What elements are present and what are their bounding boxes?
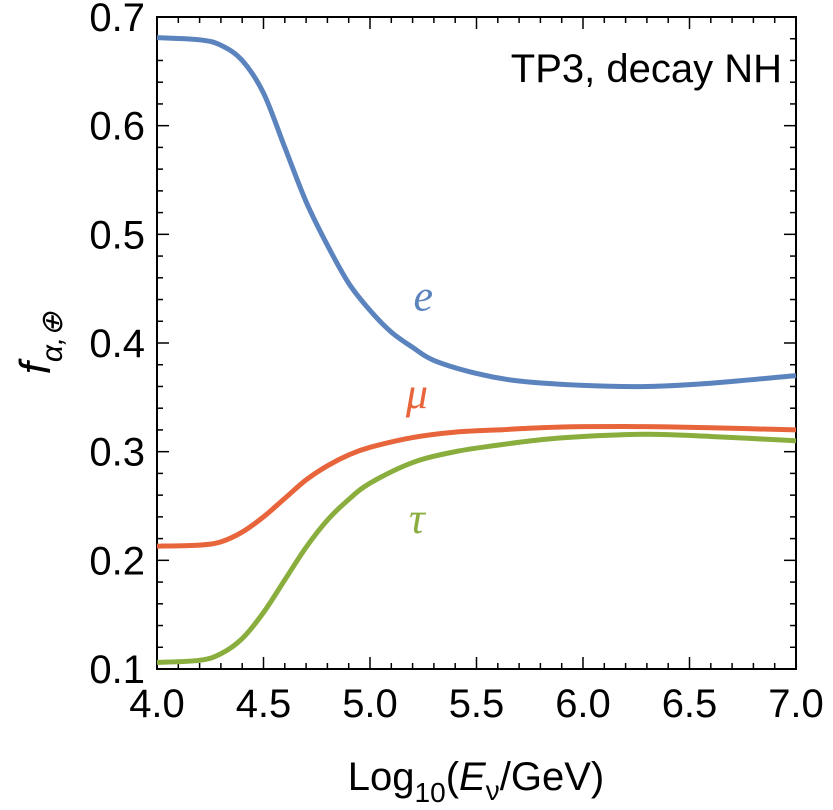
x-tick-label: 7.0 xyxy=(768,682,824,726)
series-label: μ xyxy=(405,369,428,418)
x-tick-label: 6.5 xyxy=(662,682,718,726)
series-line-tau xyxy=(156,431,797,665)
series-label: τ xyxy=(409,494,427,543)
y-tick-label: 0.1 xyxy=(89,648,145,692)
series-label: e xyxy=(413,271,433,320)
x-tick-label: 5.5 xyxy=(449,682,505,726)
y-tick-label: 0.7 xyxy=(89,0,145,40)
y-tick-label: 0.4 xyxy=(89,322,145,366)
series-line-e xyxy=(156,35,797,390)
y-tick-label: 0.6 xyxy=(89,105,145,149)
x-tick-label: 4.5 xyxy=(236,682,292,726)
curves xyxy=(156,35,797,665)
x-tick-label: 6.0 xyxy=(555,682,611,726)
y-tick-label: 0.5 xyxy=(89,213,145,257)
y-axis-title: fα,⊕ xyxy=(11,311,69,375)
tick-labels: 4.0 4.5 5.0 5.5 6.0 6.5 7.0 0.1 0.2 0.3 0.4 0.5 0.6 0… xyxy=(89,0,823,726)
x-axis-title: Log10(Eν/GeV) xyxy=(348,755,604,808)
y-tick-label: 0.3 xyxy=(89,431,145,475)
plot-frame xyxy=(156,16,797,670)
series-line-mu xyxy=(156,424,797,549)
y-tick-label: 0.2 xyxy=(89,539,145,583)
x-tick-label: 4.0 xyxy=(129,682,185,726)
tick-marks xyxy=(156,16,797,670)
curve-labels: eμ τ xyxy=(405,271,433,543)
annotation-text: TP3, decay NH xyxy=(511,47,782,91)
x-tick-label: 5.0 xyxy=(342,682,398,726)
